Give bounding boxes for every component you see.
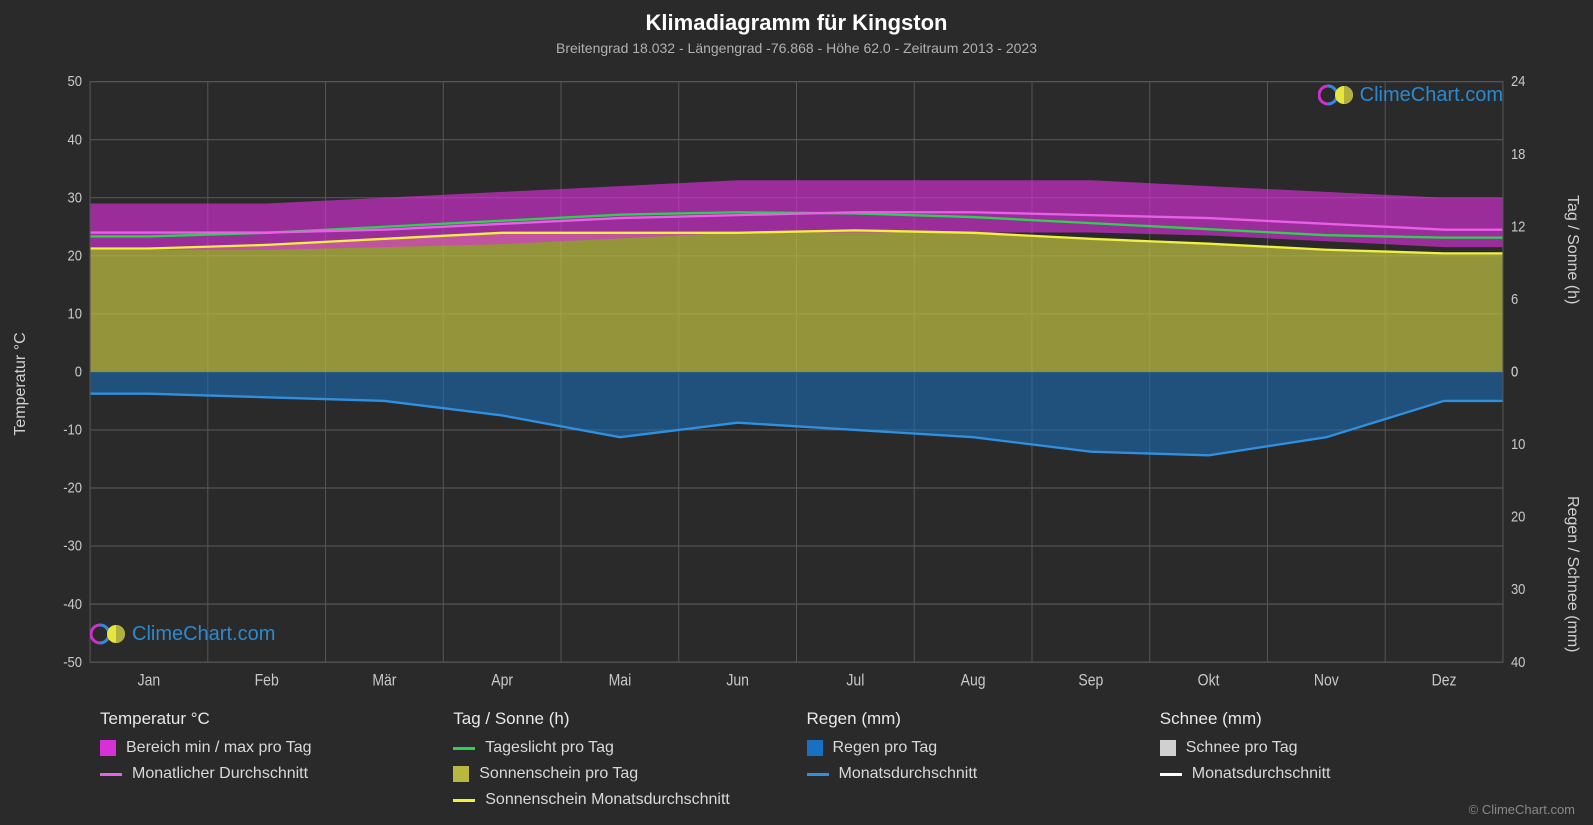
legend-header: Tag / Sonne (h) bbox=[453, 709, 806, 729]
svg-text:-50: -50 bbox=[63, 653, 82, 670]
svg-text:30: 30 bbox=[68, 188, 83, 205]
svg-text:Jun: Jun bbox=[726, 671, 749, 689]
legend-swatch-box bbox=[453, 766, 469, 782]
legend-item: Sonnenschein pro Tag bbox=[453, 765, 806, 783]
svg-text:40: 40 bbox=[1511, 653, 1526, 670]
y-axis-left-label: Temperatur °C bbox=[12, 332, 30, 435]
svg-text:-40: -40 bbox=[63, 595, 82, 612]
watermark-text: ClimeChart.com bbox=[132, 623, 275, 646]
svg-text:Nov: Nov bbox=[1314, 671, 1339, 689]
title-area: Klimadiagramm für Kingston Breitengrad 1… bbox=[0, 0, 1593, 60]
copyright-text: © ClimeChart.com bbox=[1469, 802, 1575, 817]
svg-text:-10: -10 bbox=[63, 421, 82, 438]
legend-label: Regen pro Tag bbox=[833, 739, 938, 757]
svg-text:Jul: Jul bbox=[846, 671, 864, 689]
legend-label: Tageslicht pro Tag bbox=[485, 739, 614, 757]
legend-item: Regen pro Tag bbox=[807, 739, 1160, 757]
legend-group: Temperatur °C Bereich min / max pro Tag Mo… bbox=[100, 709, 453, 817]
legend-item: Tageslicht pro Tag bbox=[453, 739, 806, 757]
legend-label: Monatlicher Durchschnitt bbox=[132, 765, 308, 783]
chart-plot-area: Temperatur °C Tag / Sonne (h) Regen / Sc… bbox=[60, 70, 1533, 697]
y-axis-right-top-label: Tag / Sonne (h) bbox=[1563, 195, 1581, 304]
watermark-top: ClimeChart.com bbox=[1318, 82, 1503, 108]
svg-text:20: 20 bbox=[68, 247, 83, 264]
legend-swatch-box bbox=[807, 740, 823, 756]
y-axis-right-bottom-label: Regen / Schnee (mm) bbox=[1563, 496, 1581, 653]
svg-text:-30: -30 bbox=[63, 537, 82, 554]
legend-group: Regen (mm) Regen pro Tag Monatsdurchschnit… bbox=[807, 709, 1160, 817]
svg-text:24: 24 bbox=[1511, 72, 1526, 89]
svg-text:0: 0 bbox=[1511, 363, 1518, 380]
svg-text:Apr: Apr bbox=[491, 671, 513, 689]
svg-text:12: 12 bbox=[1511, 217, 1526, 234]
chart-container: Klimadiagramm für Kingston Breitengrad 1… bbox=[0, 0, 1593, 825]
legend-swatch-line bbox=[100, 773, 122, 776]
svg-text:20: 20 bbox=[1511, 508, 1526, 525]
climechart-logo-icon bbox=[1318, 82, 1354, 108]
legend-area: Temperatur °C Bereich min / max pro Tag Mo… bbox=[0, 697, 1593, 825]
legend-label: Monatsdurchschnitt bbox=[1192, 765, 1331, 783]
svg-text:-20: -20 bbox=[63, 479, 82, 496]
legend-label: Sonnenschein Monatsdurchschnitt bbox=[485, 791, 730, 809]
svg-text:Feb: Feb bbox=[255, 671, 279, 689]
svg-text:Dez: Dez bbox=[1432, 671, 1457, 689]
svg-text:0: 0 bbox=[75, 363, 82, 380]
svg-text:30: 30 bbox=[1511, 580, 1526, 597]
legend-header: Regen (mm) bbox=[807, 709, 1160, 729]
legend-swatch-line bbox=[453, 747, 475, 750]
legend-group: Tag / Sonne (h) Tageslicht pro Tag Sonnens… bbox=[453, 709, 806, 817]
legend-item: Bereich min / max pro Tag bbox=[100, 739, 453, 757]
legend-group: Schnee (mm) Schnee pro Tag Monatsdurchschn… bbox=[1160, 709, 1513, 817]
legend-label: Bereich min / max pro Tag bbox=[126, 739, 312, 757]
legend-header: Schnee (mm) bbox=[1160, 709, 1513, 729]
legend-item: Monatsdurchschnitt bbox=[807, 765, 1160, 783]
legend-swatch-box bbox=[100, 740, 116, 756]
svg-text:18: 18 bbox=[1511, 145, 1526, 162]
svg-text:10: 10 bbox=[68, 305, 83, 322]
svg-text:40: 40 bbox=[68, 130, 83, 147]
legend-swatch-line bbox=[1160, 773, 1182, 776]
svg-text:Jan: Jan bbox=[138, 671, 161, 689]
legend-swatch-line bbox=[453, 799, 475, 802]
climechart-logo-icon bbox=[90, 621, 126, 647]
legend-item: Sonnenschein Monatsdurchschnitt bbox=[453, 791, 806, 809]
watermark-text: ClimeChart.com bbox=[1360, 84, 1503, 107]
legend-label: Sonnenschein pro Tag bbox=[479, 765, 638, 783]
legend-swatch-line bbox=[807, 773, 829, 776]
svg-text:Mär: Mär bbox=[372, 671, 396, 689]
legend-swatch-box bbox=[1160, 740, 1176, 756]
svg-text:50: 50 bbox=[68, 72, 83, 89]
svg-text:Sep: Sep bbox=[1078, 671, 1103, 689]
svg-text:10: 10 bbox=[1511, 435, 1526, 452]
legend-item: Schnee pro Tag bbox=[1160, 739, 1513, 757]
legend-label: Schnee pro Tag bbox=[1186, 739, 1298, 757]
legend-item: Monatsdurchschnitt bbox=[1160, 765, 1513, 783]
chart-subtitle: Breitengrad 18.032 - Längengrad -76.868 … bbox=[0, 40, 1593, 56]
svg-text:Aug: Aug bbox=[961, 671, 986, 689]
svg-text:Mai: Mai bbox=[609, 671, 632, 689]
svg-text:Okt: Okt bbox=[1198, 671, 1221, 689]
svg-text:6: 6 bbox=[1511, 290, 1518, 307]
legend-label: Monatsdurchschnitt bbox=[839, 765, 978, 783]
chart-title: Klimadiagramm für Kingston bbox=[0, 10, 1593, 36]
legend-header: Temperatur °C bbox=[100, 709, 453, 729]
legend-item: Monatlicher Durchschnitt bbox=[100, 765, 453, 783]
watermark-bottom: ClimeChart.com bbox=[90, 621, 275, 647]
chart-svg: -50-40-30-20-100102030405006121824010203… bbox=[60, 70, 1533, 697]
